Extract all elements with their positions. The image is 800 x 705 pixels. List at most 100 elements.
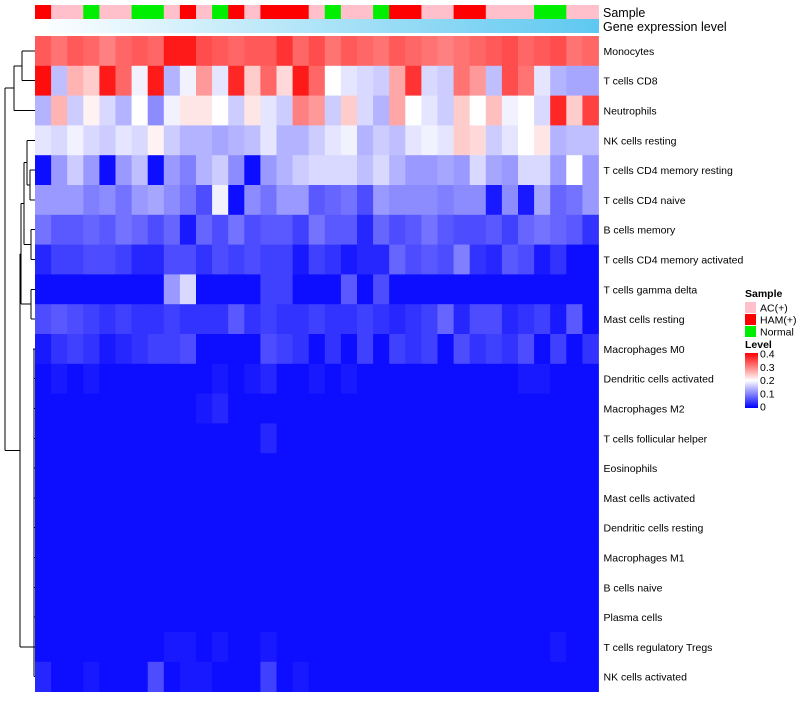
heatmap-cell bbox=[518, 632, 535, 663]
legend-swatch-ham bbox=[745, 314, 756, 325]
heatmap-cell bbox=[453, 214, 471, 245]
heatmap-cell bbox=[389, 244, 406, 275]
heatmap-cell bbox=[51, 572, 68, 603]
heatmap-cell bbox=[196, 632, 213, 663]
heatmap-cell bbox=[534, 423, 551, 454]
heatmap-cell bbox=[421, 363, 438, 394]
sample-cell bbox=[357, 5, 374, 19]
heatmap-cell bbox=[35, 453, 52, 484]
heatmap-cell bbox=[228, 661, 245, 692]
heatmap-cell bbox=[534, 125, 551, 156]
heatmap-cell bbox=[147, 363, 165, 394]
heatmap-cell bbox=[582, 125, 599, 156]
heatmap-cell bbox=[67, 244, 84, 275]
heatmap-cell bbox=[99, 65, 116, 96]
sample-cell bbox=[582, 5, 599, 19]
heatmap-cell bbox=[437, 125, 454, 156]
heatmap-cell bbox=[534, 572, 551, 603]
heatmap-cell bbox=[437, 572, 454, 603]
heatmap-cell bbox=[534, 542, 551, 573]
heatmap-cell bbox=[340, 632, 358, 663]
legend-swatch-ac bbox=[745, 302, 756, 313]
heatmap-cell bbox=[212, 334, 229, 365]
heatmap-cell bbox=[582, 363, 599, 394]
heatmap-cell bbox=[501, 393, 519, 424]
heatmap-cell bbox=[582, 304, 599, 335]
heatmap-cell bbox=[131, 453, 149, 484]
heatmap-cell bbox=[453, 542, 471, 573]
heatmap-cell bbox=[308, 95, 326, 126]
heatmap-cell bbox=[196, 155, 213, 186]
row-label: T cells CD4 naive bbox=[604, 195, 686, 207]
heatmap-cell bbox=[501, 125, 519, 156]
heatmap-cell bbox=[324, 453, 342, 484]
heatmap-cell bbox=[485, 632, 503, 663]
heatmap-cell bbox=[469, 393, 487, 424]
heatmap-cell bbox=[357, 95, 374, 126]
heatmap-cell bbox=[357, 36, 374, 67]
level-tick-label: 0 bbox=[760, 402, 766, 414]
heatmap-cell bbox=[83, 483, 100, 514]
heatmap-cell bbox=[421, 393, 438, 424]
heatmap-cell bbox=[308, 363, 326, 394]
heatmap-cell bbox=[244, 155, 261, 186]
heatmap-cell bbox=[260, 423, 277, 454]
heatmap-cell bbox=[196, 483, 213, 514]
heatmap-cell bbox=[99, 632, 116, 663]
heatmap-cell bbox=[244, 244, 261, 275]
heatmap-cell bbox=[67, 125, 84, 156]
sample-cell bbox=[437, 5, 454, 19]
sample-cell bbox=[501, 5, 519, 19]
heatmap-cell bbox=[453, 393, 471, 424]
heatmap-cell bbox=[99, 304, 116, 335]
heatmap-cell bbox=[405, 304, 422, 335]
heatmap-cell bbox=[373, 214, 390, 245]
heatmap-cell bbox=[389, 274, 406, 305]
heatmap-cell bbox=[260, 244, 277, 275]
heatmap-cell bbox=[179, 274, 197, 305]
row-label: Dendritic cells activated bbox=[604, 374, 714, 386]
heatmap-cell bbox=[357, 334, 374, 365]
heatmap-cell bbox=[308, 453, 326, 484]
heatmap-cell bbox=[276, 185, 293, 216]
heatmap-cell bbox=[550, 423, 567, 454]
heatmap-cell bbox=[550, 304, 567, 335]
heatmap-cell bbox=[518, 155, 535, 186]
heatmap-cell bbox=[405, 334, 422, 365]
sample-annotation-bar bbox=[35, 5, 599, 19]
heatmap-cell bbox=[566, 214, 583, 245]
row-labels: Monocytes T cells CD8 Neutrophils NK cells … bbox=[604, 46, 744, 684]
heatmap-cell bbox=[163, 36, 181, 67]
heatmap-cell bbox=[453, 572, 471, 603]
heatmap-cell bbox=[389, 661, 406, 692]
heatmap-cell bbox=[421, 244, 438, 275]
heatmap-cell bbox=[83, 214, 100, 245]
heatmap-cell bbox=[244, 483, 261, 514]
heatmap-cell bbox=[308, 214, 326, 245]
heatmap-cell bbox=[35, 572, 52, 603]
heatmap-cell bbox=[115, 572, 132, 603]
heatmap-cell bbox=[518, 125, 535, 156]
heatmap-cell bbox=[582, 632, 599, 663]
heatmap-cell bbox=[276, 36, 293, 67]
heatmap-cell bbox=[324, 572, 342, 603]
heatmap-cell bbox=[534, 274, 551, 305]
heatmap-cell bbox=[196, 36, 213, 67]
heatmap-cell bbox=[35, 244, 52, 275]
heatmap-cell bbox=[357, 244, 374, 275]
heatmap-cell bbox=[83, 274, 100, 305]
heatmap-cell bbox=[292, 363, 310, 394]
heatmap-cell bbox=[421, 334, 438, 365]
heatmap-cell bbox=[373, 36, 390, 67]
heatmap-cell bbox=[131, 36, 149, 67]
row-dendrogram bbox=[4, 50, 35, 678]
heatmap-cell bbox=[340, 453, 358, 484]
heatmap-cell bbox=[51, 125, 68, 156]
heatmap-cell bbox=[566, 572, 583, 603]
heatmap-cell bbox=[115, 185, 132, 216]
heatmap-cell bbox=[99, 542, 116, 573]
heatmap-cell bbox=[534, 363, 551, 394]
heatmap-cell bbox=[212, 36, 229, 67]
level-legend: Level 0.40.30.20.1 0 bbox=[745, 339, 775, 414]
legend-label: Normal bbox=[760, 327, 794, 339]
